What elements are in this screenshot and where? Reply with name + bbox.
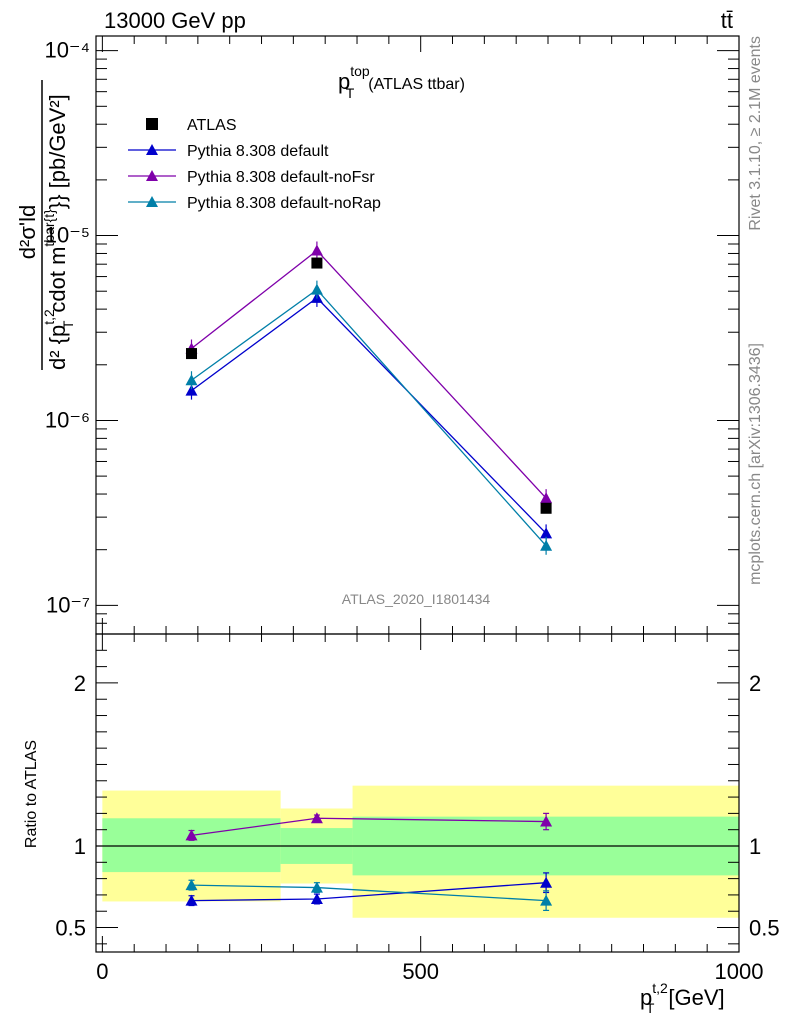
x-axis-label: pt,2 T [GeV] (640, 980, 725, 1016)
atlas-data-point (185, 348, 197, 360)
legend-label: Pythia 8.308 default-noRap (187, 195, 381, 212)
ratio-series-point (185, 879, 198, 891)
ratio-y-tick-label-right: 1 (749, 834, 761, 859)
main-series (185, 241, 553, 555)
main-series-point (185, 374, 198, 386)
mcplots-label: mcplots.cern.ch [arXiv:1306.3436] (747, 343, 764, 585)
ratio-axis-ticks: 0.5 0.5 1 1 2 2 (55, 633, 780, 945)
main-y-tick-label: 10⁻⁷ (46, 592, 90, 617)
ratio-panel: 0.5 0.5 1 1 2 2 0 500 1000 Ratio to ATLAS (23, 633, 780, 984)
main-axis-ticks: 10⁻⁷ 10⁻⁶ 10⁻⁵ 10⁻⁴ (44, 38, 739, 635)
ratio-series-point (185, 829, 198, 841)
plot-title: ptop T (ATLAS ttbar) (338, 63, 465, 101)
ratio-y-tick-label-right: 2 (749, 671, 761, 696)
main-series-point (540, 527, 553, 539)
main-series-point (540, 492, 553, 504)
ratio-bands (102, 785, 739, 918)
x-tick-label: 0 (96, 959, 108, 984)
y-label-denominator: d² {pt,2Tcdot mtbar{t}}} [pb/GeV²] (41, 94, 76, 370)
main-y-tick-label: 10⁻⁶ (45, 407, 90, 432)
main-series-line (191, 249, 547, 499)
main-series-point (185, 384, 198, 396)
main-series-point (310, 244, 323, 256)
ratio-y-tick-label: 2 (74, 671, 86, 696)
ratio-series-point (540, 876, 553, 888)
main-series-line (191, 297, 547, 534)
ratio-frame (95, 633, 740, 953)
main-panel: 10⁻⁷ 10⁻⁶ 10⁻⁵ 10⁻⁴ ptop T (ATLAS ttbar) ATLA… (15, 35, 740, 635)
ratio-series (185, 812, 553, 912)
ratio-series-point (185, 894, 198, 906)
y-label-numerator: d²σ'ld (15, 205, 40, 259)
legend: ATLAS Pythia 8.308 default Pythia 8.308 de… (128, 117, 381, 212)
x-tick-label: 500 (402, 959, 439, 984)
ratio-y-tick-label: 1 (74, 834, 86, 859)
ratio-x-ticks: 0 500 1000 (96, 634, 763, 984)
x-tick-label: 1000 (715, 959, 764, 984)
main-y-tick-label: 10⁻⁴ (44, 38, 90, 63)
main-series-line (191, 288, 547, 547)
legend-marker (146, 144, 158, 155)
legend-marker (146, 196, 158, 207)
atlas-data-point (540, 502, 552, 514)
ratio-y-tick-label-right: 0.5 (749, 916, 780, 941)
ratio-y-tick-label: 0.5 (55, 916, 86, 941)
main-y-axis-label: d²σ'ld d² {pt,2Tcdot mtbar{t}}} [pb/GeV²… (15, 80, 76, 370)
atlas-data-point (311, 257, 323, 269)
ratio-series-point (310, 893, 323, 904)
legend-label: Pythia 8.308 default (187, 143, 329, 160)
rivet-label: Rivet 3.1.10, ≥ 2.1M events (747, 36, 764, 231)
main-series-point (310, 283, 323, 295)
ratio-y-axis-label: Ratio to ATLAS (23, 740, 40, 848)
ratio-series-point (540, 815, 553, 827)
legend-marker-atlas (146, 118, 158, 130)
main-series-point (540, 539, 553, 551)
ratio-series-point (310, 881, 323, 893)
final-state-label: tt̄ (721, 8, 733, 33)
legend-label: Pythia 8.308 default-noFsr (187, 169, 375, 186)
main-y-tick-label: 10⁻⁵ (45, 223, 90, 248)
main-x-ticks (101, 36, 740, 634)
process-label: 13000 GeV pp (104, 8, 246, 33)
ratio-series-point (310, 812, 323, 824)
legend-label: ATLAS (187, 117, 237, 134)
analysis-watermark: ATLAS_2020_I1801434 (342, 591, 491, 607)
legend-marker (146, 170, 158, 181)
ratio-series-point (540, 894, 553, 906)
